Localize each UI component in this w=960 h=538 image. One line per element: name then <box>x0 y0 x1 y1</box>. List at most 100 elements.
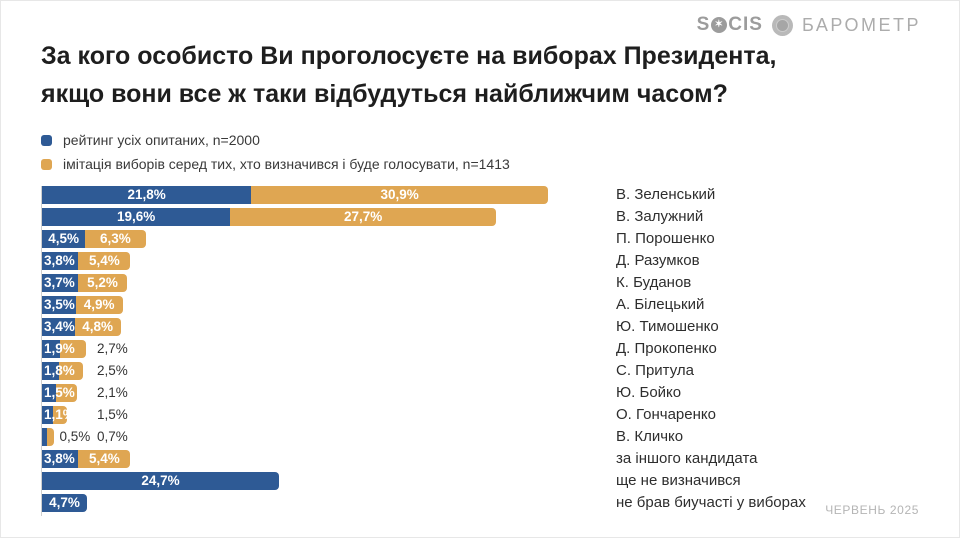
value-label-all-respondents: 1,9% <box>44 341 75 356</box>
title-line-2: якщо вони все ж таки відбудуться найближ… <box>41 80 728 108</box>
value-label-simulation: 2,5% <box>97 363 128 378</box>
bar-segment-simulation <box>52 406 67 424</box>
bar-segment-all-respondents <box>42 406 53 424</box>
candidate-label: за іншого кандидата <box>616 450 758 467</box>
bar-row: 19,6% 27,7% <box>42 208 586 226</box>
value-label-simulation: 27,7% <box>343 209 383 224</box>
coin-emblem-icon <box>771 14 793 36</box>
bar-segment-simulation <box>85 230 146 248</box>
value-label-simulation: 1,5% <box>97 407 128 422</box>
bar-segment-simulation <box>46 428 54 446</box>
candidate-label: Д. Разумков <box>616 252 700 269</box>
bar-segment-simulation <box>56 384 77 402</box>
value-label-all-respondents: 3,8% <box>44 451 75 466</box>
value-label-simulation: 4,9% <box>83 297 115 312</box>
bar-row: 1,1% 1,5% <box>42 406 586 424</box>
candidate-label: К. Буданов <box>616 274 692 291</box>
survey-date: ЧЕРВЕНЬ 2025 <box>825 503 919 517</box>
candidate-label: В. Залужний <box>616 208 704 225</box>
candidate-label: С. Притула <box>616 362 694 379</box>
candidate-list: В. Зеленський В. Залужний П. Порошенко Д. Р… <box>616 186 806 516</box>
bar-chart: 21,8% 30,9% 19,6% 27,7% 4,5% 6,3% 3,8% 5,4% 3,7%… <box>41 186 586 516</box>
bar-segment-all-respondents <box>42 296 76 314</box>
bar-segment-simulation <box>59 362 84 380</box>
bar-row: 3,5% 4,9% <box>42 296 586 314</box>
value-label-simulation: 4,8% <box>82 319 114 334</box>
value-label-simulation: 5,4% <box>88 253 120 268</box>
bar-segment-simulation <box>75 296 123 314</box>
value-label-simulation: 0,7% <box>97 429 128 444</box>
legend-label: імітація виборів серед тих, хто визначив… <box>63 156 510 172</box>
value-label-all-respondents: 4,7% <box>49 495 80 510</box>
candidate-label: В. Кличко <box>616 428 684 445</box>
title-line-1: За кого особисто Ви проголосуєте на вибо… <box>41 42 777 70</box>
value-label-simulation: 30,9% <box>380 187 419 202</box>
candidate-label: П. Порошенко <box>616 230 715 247</box>
value-label-all-respondents: 1,8% <box>44 363 75 378</box>
socis-o-icon: ✶ <box>711 17 728 33</box>
candidate-label: не брав биучасті у виборах <box>616 494 806 511</box>
bar-segment-simulation <box>78 450 131 468</box>
bar-segment-all-respondents <box>42 230 86 248</box>
bar-row: 4,7% <box>42 494 586 512</box>
candidate-label: Ю. Тимошенко <box>616 318 719 335</box>
bar-row: 1,8% 2,5% <box>42 362 586 380</box>
bar-row: 0,5% 0,7% <box>42 428 586 446</box>
bar-row: 3,4% 4,8% <box>42 318 586 336</box>
legend-marker-blue <box>41 134 52 146</box>
bar-row: 1,5% 2,1% <box>42 384 586 402</box>
socis-wordmark: S ✶ CIS <box>697 14 763 36</box>
candidate-label: А. Білецький <box>616 296 705 313</box>
candidate-label: В. Зеленський <box>616 186 716 203</box>
bar-segment-all-respondents <box>42 208 231 226</box>
bar-segment-simulation <box>77 274 128 292</box>
bar-segment-all-respondents <box>42 318 75 336</box>
bar-row: 3,8% 5,4% <box>42 252 586 270</box>
bar-segment-all-respondents <box>42 472 280 490</box>
bar-segment-all-respondents <box>42 384 57 402</box>
bar-row: 3,7% 5,2% <box>42 274 586 292</box>
value-label-all-respondents: 3,7% <box>44 275 75 290</box>
candidate-label: ще не визначився <box>616 472 741 489</box>
bar-segment-simulation <box>78 252 131 270</box>
value-label-simulation: 2,7% <box>97 341 128 356</box>
legend-label: рейтинг усіх опитаних, n=2000 <box>63 132 260 148</box>
barometer-label: БАРОМЕТР <box>801 14 921 35</box>
socis-prefix: S <box>696 14 711 35</box>
value-label-simulation: 5,4% <box>88 451 120 466</box>
bar-row: 3,8% 5,4% <box>42 450 586 468</box>
value-label-all-respondents: 3,4% <box>44 319 75 334</box>
bar-segment-all-respondents <box>42 252 79 270</box>
legend-item-simulation: імітація виборів серед тих, хто визначив… <box>41 152 510 176</box>
legend-item-all-respondents: рейтинг усіх опитаних, n=2000 <box>41 128 510 152</box>
bar-row: 21,8% 30,9% <box>42 186 586 204</box>
value-label-all-respondents: 3,5% <box>44 297 75 312</box>
bar-segment-simulation <box>74 318 121 336</box>
candidate-label: О. Гончаренко <box>616 406 716 423</box>
bar-segment-all-respondents <box>42 340 61 358</box>
value-label-all-respondents: 24,7% <box>141 473 180 488</box>
value-label-all-respondents: 4,5% <box>48 231 79 246</box>
candidate-label: Д. Прокопенко <box>616 340 717 357</box>
bar-segment-simulation <box>251 186 548 204</box>
bar-row: 4,5% 6,3% <box>42 230 586 248</box>
bar-row: 1,9% 2,7% <box>42 340 586 358</box>
value-label-simulation: 2,1% <box>97 385 128 400</box>
bar-segment-all-respondents <box>42 494 88 512</box>
value-label-all-respondents: 3,8% <box>44 253 75 268</box>
value-label-simulation: 5,2% <box>87 275 118 290</box>
candidate-label: Ю. Бойко <box>616 384 682 401</box>
socis-suffix: CIS <box>728 14 763 35</box>
bar-segment-all-respondents <box>42 362 60 380</box>
bar-segment-all-respondents <box>42 428 47 446</box>
bar-segment-simulation <box>60 340 87 358</box>
value-label-simulation: 6,3% <box>100 231 131 246</box>
bar-segment-all-respondents <box>42 450 79 468</box>
chart-legend: рейтинг усіх опитаних, n=2000 імітація в… <box>41 128 510 176</box>
socis-barometer-logo: S ✶ CIS БАРОМЕТР <box>697 14 921 36</box>
legend-marker-orange <box>41 158 52 170</box>
bar-segment-all-respondents <box>42 274 78 292</box>
value-label-all-respondents: 21,8% <box>127 187 166 202</box>
value-label-all-respondents: 19,6% <box>116 209 156 224</box>
